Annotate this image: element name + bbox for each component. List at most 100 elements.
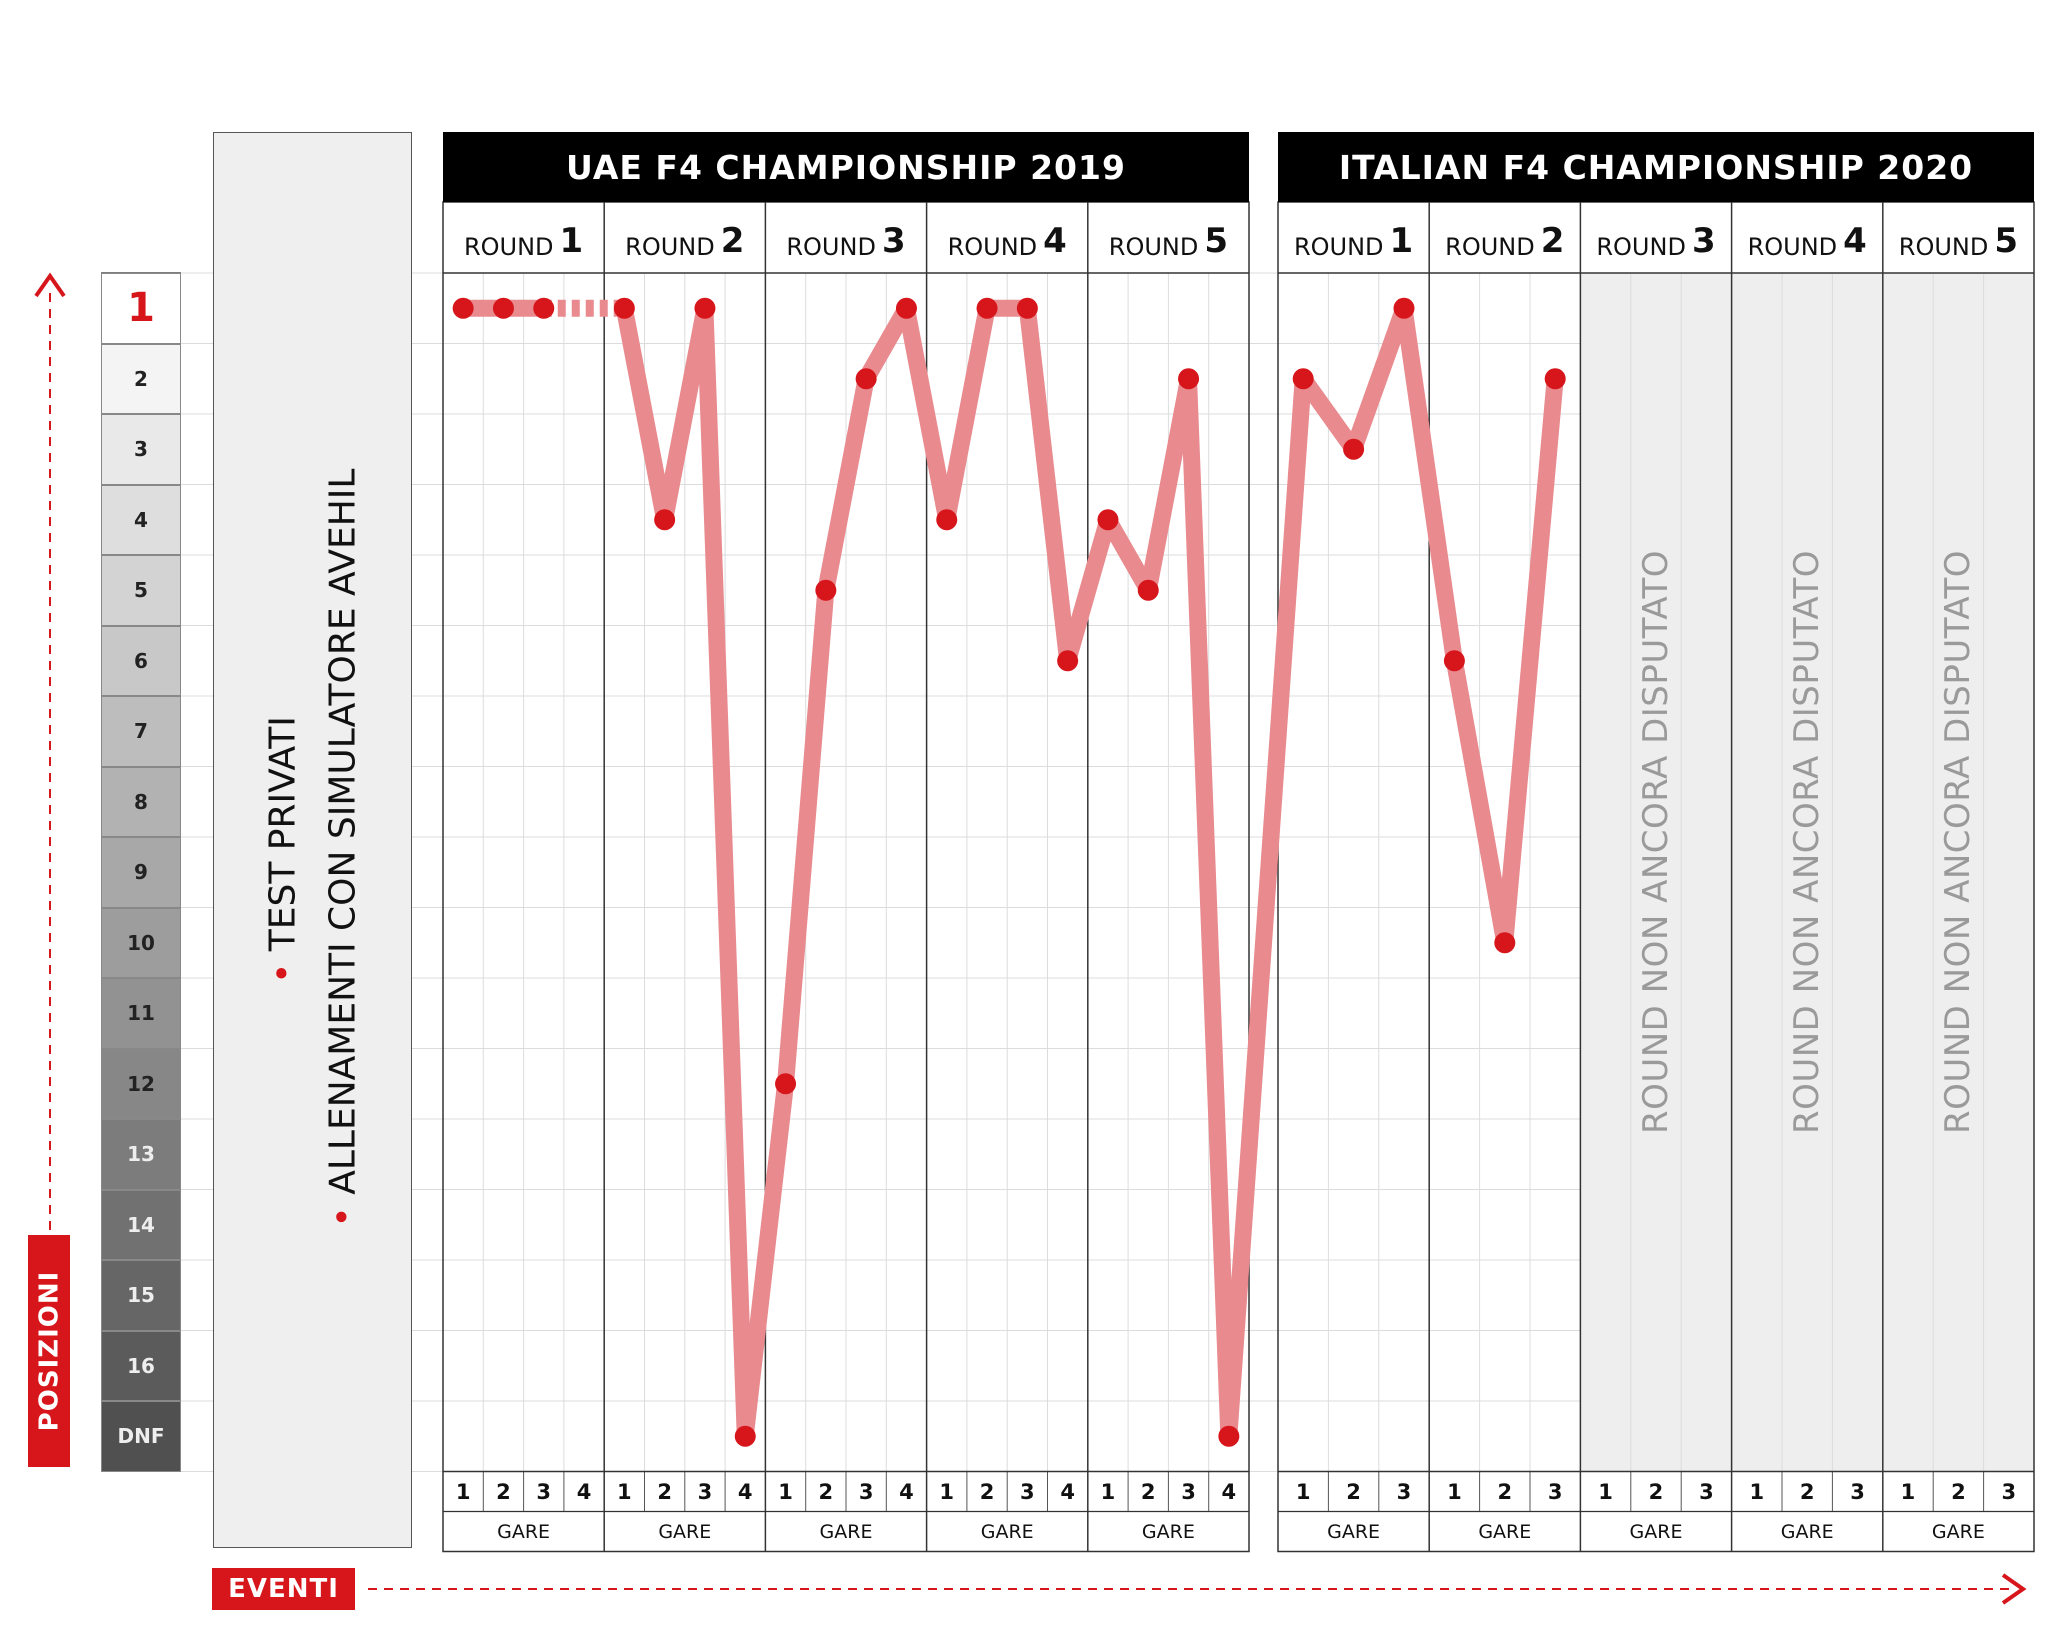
gare-label: GARE [980,1520,1034,1543]
position-label-7: 7 [101,696,181,767]
gare-label: GARE [658,1520,712,1543]
round-word: ROUND [1596,233,1686,261]
not-played-label: ROUND NON ANCORA DISPUTATO [1938,549,1979,1135]
result-point [1393,297,1415,319]
race-number: 1 [1900,1479,1916,1504]
result-point [533,297,555,319]
gare-label: GARE [819,1520,873,1543]
result-point [936,509,958,531]
result-point [775,1073,797,1095]
race-number: 2 [1140,1479,1156,1504]
result-line-segment [1180,370,1238,1445]
round-word: ROUND [1747,233,1838,261]
y-axis-arrow-head [34,272,66,298]
race-number: 1 [1295,1479,1311,1504]
result-line-segment [736,1075,795,1445]
position-label-10: 10 [101,907,181,978]
round-word: ROUND [786,233,876,261]
race-number: 2 [1648,1479,1664,1504]
result-point [1178,368,1200,390]
race-number: 1 [1749,1479,1765,1504]
round-number: 3 [1691,221,1716,261]
round-word: ROUND [1108,233,1199,261]
race-number: 2 [496,1479,511,1504]
round-number: 5 [1994,221,2019,261]
round-label-1-1: ROUND 1 [443,202,604,273]
race-number: 1 [455,1479,471,1504]
race-number: 3 [1396,1479,1412,1504]
race-number: 1 [1447,1479,1462,1504]
position-label-5: 5 [101,555,181,626]
result-line-segment [615,299,674,529]
gare-label: GARE [1327,1520,1381,1543]
race-number: 3 [1699,1479,1714,1504]
result-line-segment [938,299,996,529]
round-number: 3 [881,221,906,261]
result-point [895,297,917,319]
gare-label: GARE [1931,1520,1985,1543]
result-point [1057,650,1079,672]
result-line-segment [817,370,875,599]
race-number: 3 [2001,1479,2017,1504]
position-label-12: 12 [101,1048,181,1119]
result-point [452,297,474,319]
result-line-segment [1018,299,1077,670]
result-point [613,297,635,319]
race-number: 4 [576,1479,592,1504]
round-word: ROUND [1293,233,1384,261]
race-number: 2 [1497,1479,1513,1504]
round-word: ROUND [1445,233,1535,261]
round-word: ROUND [1898,233,1989,261]
round-number: 4 [1843,221,1867,261]
round-label-1-2: ROUND 2 [604,202,765,273]
position-label-9: 9 [101,837,181,908]
round-word: ROUND [947,233,1038,261]
race-number: 2 [1346,1479,1361,1504]
gare-label: GARE [497,1520,551,1543]
not-played-bg [1882,273,2034,1472]
race-number: 4 [1060,1479,1075,1504]
result-point [855,368,877,390]
position-label-1: 1 [101,273,181,344]
result-line-segment [1220,370,1312,1445]
race-number: 3 [1850,1479,1865,1504]
race-number: 2 [1799,1479,1815,1504]
result-line-segment [1099,511,1157,599]
not-played-label: ROUND NON ANCORA DISPUTATO [1636,549,1676,1135]
result-point [1218,1425,1240,1447]
round-number: 1 [559,221,584,261]
round-label-2-4: ROUND 4 [1732,202,1883,273]
gare-label: GARE [1478,1520,1532,1543]
race-number: 4 [899,1479,914,1504]
race-number: 1 [1598,1479,1613,1504]
position-label-4: 4 [101,484,181,555]
round-label-1-5: ROUND 5 [1088,202,1249,273]
result-line-segment [1345,299,1413,458]
race-number: 3 [536,1479,552,1504]
result-point [492,297,514,319]
result-line-segment [777,581,835,1093]
gare-label: GARE [1141,1520,1195,1543]
round-number: 2 [1540,221,1565,261]
gare-label: GARE [1780,1520,1834,1543]
result-line-segment [1294,370,1363,458]
y-axis-label: POSIZIONI [28,1235,70,1467]
round-label-1-3: ROUND 3 [765,202,926,273]
panel-frame [442,201,1250,1553]
result-line-segment [897,299,956,529]
panel-frame [1277,201,2035,1553]
race-number: 1 [778,1479,793,1504]
race-number: 2 [818,1479,834,1504]
result-point [1137,579,1159,601]
race-number: 1 [1100,1479,1116,1504]
result-point [734,1425,756,1447]
result-point [1544,368,1566,390]
position-label-2: 2 [101,343,181,414]
round-label-2-5: ROUND 5 [1883,202,2034,273]
position-label-11: 11 [101,978,181,1049]
race-number: 2 [1951,1479,1966,1504]
championship-title-2: ITALIAN F4 CHAMPIONSHIP 2020 [1278,132,2034,202]
position-label-14: 14 [101,1189,181,1260]
race-number: 4 [1221,1479,1237,1504]
